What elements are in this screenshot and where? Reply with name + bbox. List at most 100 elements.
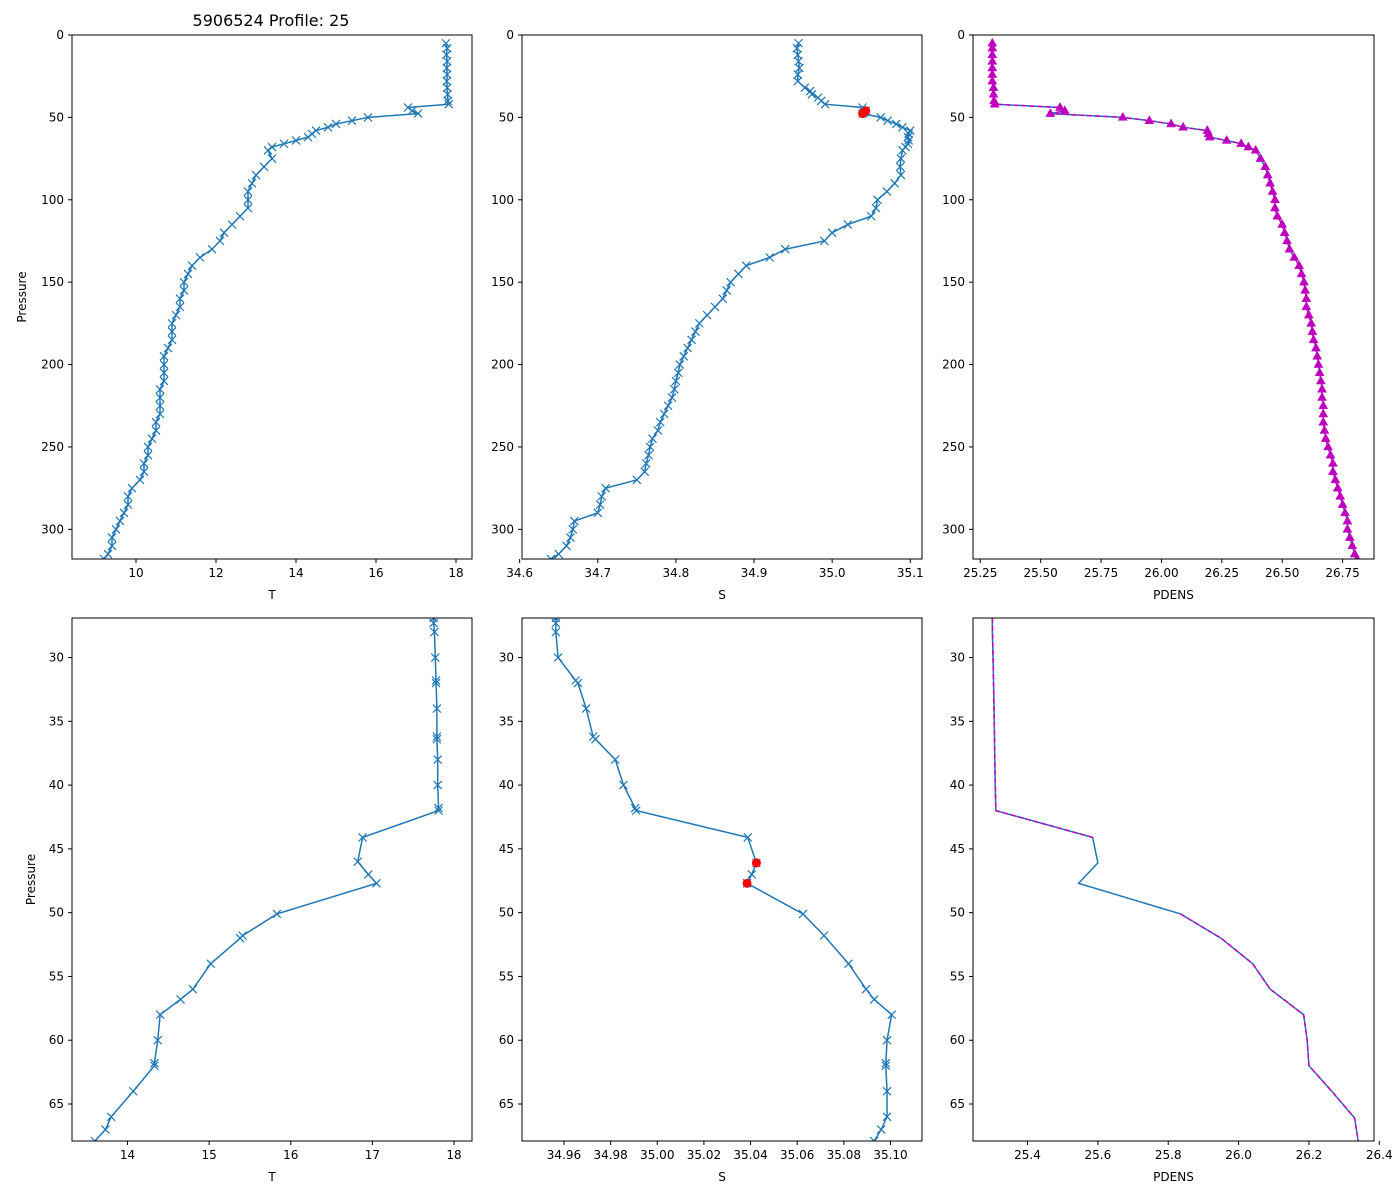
data-point	[442, 70, 452, 79]
y-tick-label: 50	[49, 906, 64, 920]
data-point	[432, 704, 442, 713]
data-point	[591, 734, 600, 744]
data-point	[1313, 359, 1324, 368]
y-tick-label: 50	[49, 110, 64, 124]
data-point	[358, 832, 368, 842]
data-point	[1236, 138, 1247, 148]
data-point	[645, 442, 655, 452]
data-point	[151, 417, 161, 427]
data-point	[989, 98, 1000, 108]
chart-panels: 10 12 14 16 18050100150200250300TPressure34.…	[15, 28, 1393, 1184]
data-point	[432, 732, 442, 742]
data-point	[139, 459, 149, 468]
x-tick-label: 35.04	[733, 1148, 767, 1162]
y-tick-label: 300	[942, 522, 965, 536]
data-point	[111, 524, 121, 534]
data-point	[372, 878, 381, 888]
y-tick-label: 150	[491, 275, 514, 289]
data-point	[896, 154, 906, 164]
data-point	[780, 244, 790, 254]
data-point	[743, 832, 753, 842]
data-point	[155, 401, 165, 411]
chart-bottom-temperature: 14 15 16 17 18 30 35 40 45 50 55 60 65 T Pressure	[24, 617, 473, 1184]
data-point	[551, 627, 561, 637]
y-tick-label: 55	[950, 969, 965, 983]
data-point	[1296, 268, 1307, 278]
data-point	[155, 1010, 165, 1020]
x-tick-label: 16	[368, 566, 383, 580]
data-point	[153, 1035, 163, 1045]
x-axis-label: T	[267, 588, 276, 602]
data-point	[648, 434, 657, 444]
data-point	[106, 1112, 116, 1122]
y-axis-label: Pressure	[24, 854, 38, 905]
data-point	[869, 994, 879, 1004]
data-point	[581, 704, 591, 713]
y-tick-label: 40	[499, 778, 514, 792]
plot-area	[991, 618, 1359, 1141]
data-point	[150, 1058, 159, 1068]
data-point	[573, 678, 583, 688]
axes-frame	[521, 34, 923, 560]
data-point	[431, 678, 441, 688]
data-point	[247, 178, 257, 188]
data-point	[1319, 424, 1330, 434]
data-point	[1243, 141, 1254, 151]
x-tick-label: 25.4	[1014, 1148, 1041, 1162]
data-point	[1314, 367, 1325, 377]
y-tick-label: 250	[942, 440, 965, 454]
data-point	[569, 516, 579, 526]
x-tick-label: 35.10	[873, 1148, 907, 1162]
y-tick-label: 35	[950, 714, 965, 728]
data-point	[163, 343, 173, 353]
data-point	[601, 483, 611, 493]
data-point	[1330, 474, 1341, 484]
data-point	[722, 285, 732, 295]
axes-frame	[972, 617, 1375, 1142]
data-point	[1204, 131, 1215, 141]
density-overlay	[991, 618, 1093, 839]
data-point	[1059, 105, 1070, 115]
data-point	[219, 228, 229, 238]
data-point	[363, 112, 373, 122]
data-point	[597, 491, 607, 501]
data-point	[206, 959, 216, 969]
y-tick-label: 40	[950, 778, 965, 792]
data-point	[115, 516, 125, 526]
data-point	[1307, 326, 1318, 335]
data-point	[215, 236, 225, 246]
y-tick-label: 0	[56, 28, 64, 42]
data-point	[251, 170, 261, 180]
data-point	[819, 931, 829, 941]
data-point	[167, 318, 177, 328]
data-point	[167, 335, 177, 345]
data-point	[243, 203, 253, 213]
data-point	[171, 310, 181, 320]
y-tick-label: 45	[499, 842, 514, 856]
y-tick-label: 45	[49, 842, 64, 856]
data-point	[876, 112, 886, 122]
x-tick-label: 15	[202, 1148, 217, 1162]
data-point	[1301, 293, 1312, 302]
y-tick-label: 100	[942, 193, 965, 207]
data-point	[610, 755, 620, 765]
data-point	[1325, 449, 1336, 459]
data-point	[1055, 101, 1065, 111]
data-point	[272, 909, 282, 919]
data-point	[800, 83, 810, 93]
data-point	[303, 132, 313, 142]
data-point	[433, 780, 443, 790]
data-point	[882, 187, 892, 196]
data-point	[733, 269, 743, 279]
y-tick-label: 35	[499, 714, 514, 728]
data-point	[566, 533, 575, 543]
data-point	[1328, 466, 1338, 475]
data-point	[882, 1035, 892, 1045]
x-tick-label: 34.98	[593, 1148, 627, 1162]
data-point	[1323, 441, 1334, 451]
y-tick-label: 30	[499, 651, 514, 665]
data-point	[675, 360, 685, 369]
data-point	[347, 116, 357, 126]
data-point	[687, 335, 696, 345]
